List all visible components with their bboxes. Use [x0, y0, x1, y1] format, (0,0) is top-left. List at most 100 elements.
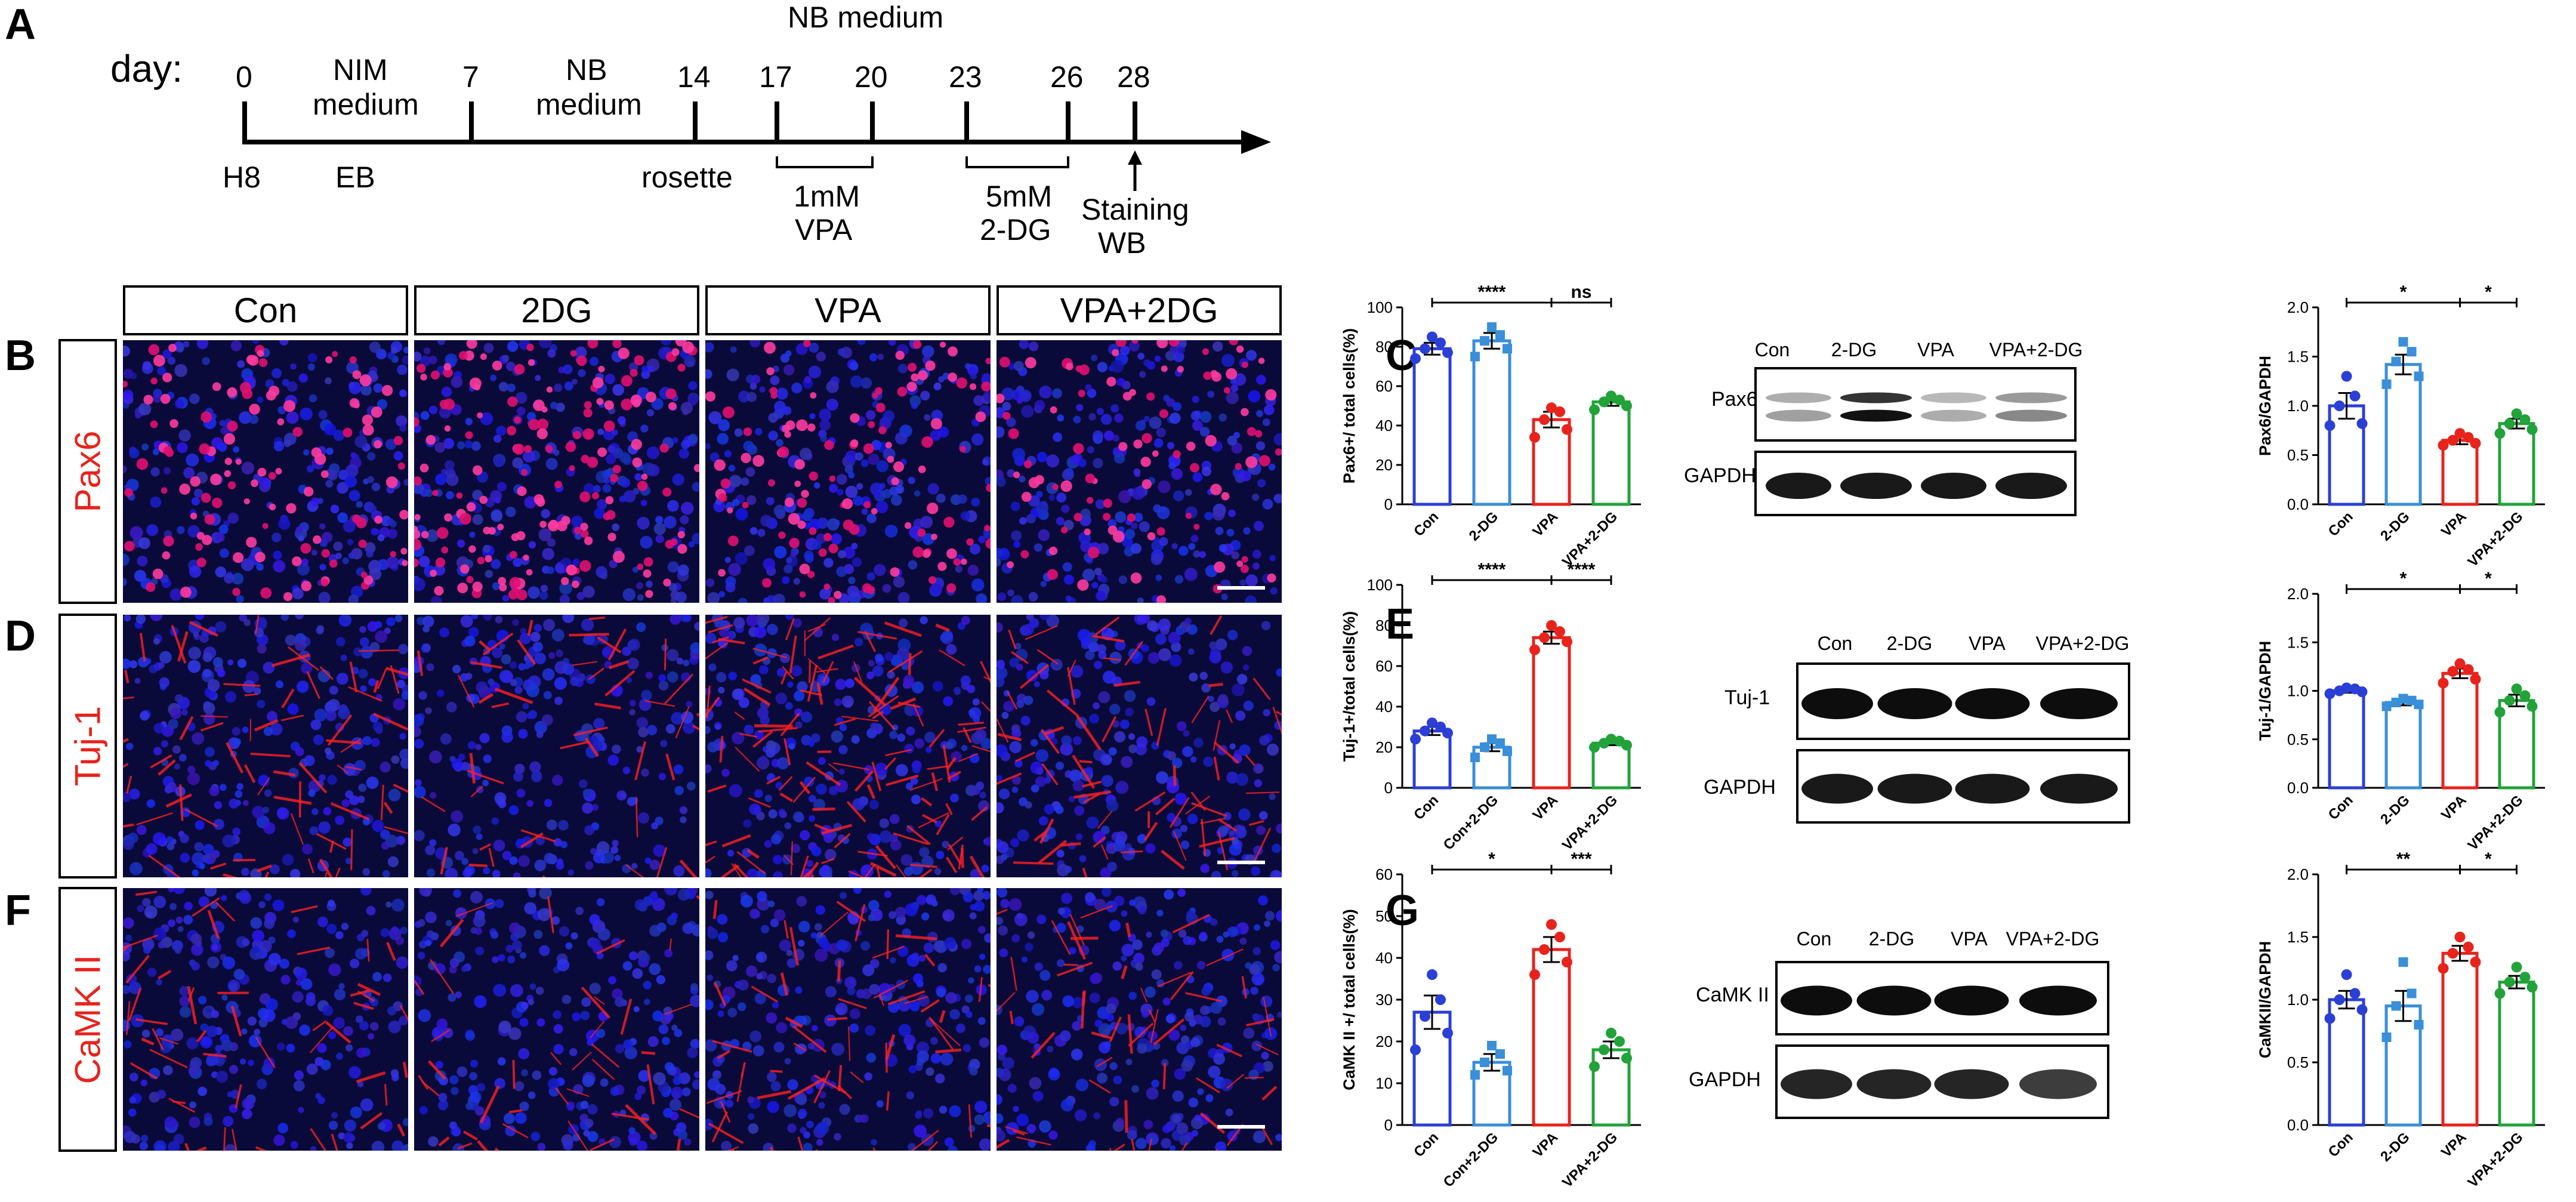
wb-label: WB — [1098, 226, 1146, 260]
y-tick-label: 0.5 — [2287, 1053, 2309, 1071]
data-point — [1427, 717, 1437, 729]
x-tick-label: VPA+2-DG — [1559, 792, 1621, 853]
data-point — [1539, 414, 1550, 426]
data-point — [2526, 701, 2538, 712]
data-point — [2381, 379, 2392, 389]
y-tick-label: 20 — [1375, 738, 1393, 756]
x-tick-label: VPA — [2438, 508, 2470, 540]
x-tick-label: VPA+2-DG — [1559, 1129, 1621, 1191]
dg-dose-line2: 2-DG — [980, 213, 1051, 246]
y-tick-label: 80 — [1375, 617, 1393, 634]
data-point — [1442, 347, 1453, 358]
blot-g-lane-vpa-2dg: VPA+2-DG — [2006, 928, 2100, 950]
chart-e-tuj1-gapdh: 0.0 0.5 1.0 1.5 2.0 Tuj-1/GAPDH Con 2-DG VPAVPA+… — [2256, 569, 2545, 853]
micrograph-pax6-2dg — [414, 340, 699, 603]
data-point — [2511, 683, 2522, 695]
data-point — [1529, 432, 1540, 443]
x-tick-label: Con — [2325, 792, 2356, 823]
data-point — [1503, 1066, 1512, 1075]
y-tick-label: 0 — [1384, 779, 1393, 797]
y-tick-label: 10 — [1375, 1074, 1393, 1092]
chart-b-pax6-percent: 0 20 40 60 80 100 Pax6+/ total cells(%) Con 2-DG… — [1340, 282, 1641, 570]
data-point — [2447, 948, 2458, 959]
day-14: 14 — [677, 60, 711, 94]
data-point — [2407, 988, 2417, 998]
nb-label-line1: NB — [566, 53, 607, 87]
data-point — [1614, 735, 1625, 747]
row-label-camk2: CaMK II — [58, 887, 117, 1152]
data-point — [2504, 695, 2515, 706]
data-point — [1427, 331, 1437, 343]
y-tick-label: 1.0 — [2287, 682, 2309, 700]
data-point — [2324, 420, 2336, 431]
data-point — [2341, 371, 2352, 382]
h8-label: H8 — [223, 161, 261, 194]
y-tick-label: 20 — [1375, 1033, 1393, 1050]
panel-letter-e: E — [1386, 600, 1415, 648]
x-tick-label: Con — [1411, 508, 1442, 540]
data-point — [1420, 343, 1430, 355]
panel-letter-f: F — [5, 887, 31, 935]
significance-label: * — [2485, 569, 2492, 588]
data-point — [2398, 694, 2408, 704]
blot-e-target-label: Tuj-1 — [1724, 686, 1770, 709]
data-point — [2494, 428, 2506, 439]
data-point — [2511, 961, 2522, 973]
y-tick-label: 0.0 — [2287, 495, 2309, 513]
data-point — [2414, 1020, 2424, 1030]
panel-letter-d: D — [5, 612, 36, 660]
data-point — [1487, 1041, 1497, 1050]
panel-letter-b: B — [5, 332, 36, 380]
nim-label-line1: NIM — [333, 53, 388, 87]
y-tick-label: 100 — [1367, 576, 1393, 594]
bar-3 — [1591, 400, 1631, 506]
data-point — [1420, 725, 1430, 736]
data-point — [2324, 1013, 2336, 1024]
data-point — [1495, 1049, 1505, 1059]
y-axis-label: Tuj-1+/total cells(%) — [1340, 611, 1358, 762]
x-tick-label: Con — [2325, 508, 2356, 540]
data-point — [1554, 626, 1565, 637]
data-point — [1599, 396, 1609, 408]
x-tick-label: 2-DG — [1466, 508, 1502, 544]
data-point — [1546, 919, 1557, 930]
data-point — [2324, 688, 2336, 699]
data-point — [1435, 722, 1446, 732]
x-tick-label: VPA — [1530, 508, 1562, 540]
row-label-tuj1: Tuj-1 — [58, 614, 117, 879]
blot-c-lane-vpa-2dg: VPA+2-DG — [1989, 339, 2083, 360]
data-point — [1495, 330, 1505, 340]
day-7: 7 — [462, 60, 479, 94]
micrograph-camk2-vpa — [705, 888, 991, 1151]
y-tick-label: 2.0 — [2287, 585, 2309, 603]
data-point — [2526, 982, 2538, 993]
data-point — [1554, 406, 1565, 417]
data-point — [1562, 957, 1572, 967]
data-point — [2494, 988, 2506, 999]
data-point — [2511, 408, 2522, 420]
data-point — [2454, 428, 2466, 439]
col-header-con: Con — [123, 285, 408, 335]
y-tick-label: 60 — [1375, 657, 1393, 675]
blot-c-target-membrane — [1754, 367, 2077, 442]
data-point — [1442, 1028, 1453, 1038]
data-point — [1480, 336, 1489, 346]
blot-g-lane-vpa: VPA — [1951, 928, 1988, 950]
blot-c-gapdh-label: GAPDH — [1684, 464, 1756, 487]
x-tick-label: Con — [1411, 1129, 1442, 1160]
data-point — [1470, 753, 1480, 762]
y-tick-label: 0 — [1384, 1116, 1393, 1134]
blot-c-lane-2dg: 2-DG — [1831, 339, 1877, 360]
blot-e-gapdh-label: GAPDH — [1704, 776, 1776, 799]
col-header-vpa-2dg: VPA+2DG — [997, 285, 1282, 335]
data-point — [1480, 742, 1489, 752]
significance-label: * — [2485, 282, 2492, 302]
y-tick-label: 60 — [1375, 865, 1393, 883]
micrograph-tuj1-vpa — [705, 615, 991, 877]
y-tick-label: 20 — [1375, 456, 1393, 474]
significance-label: * — [2400, 282, 2407, 302]
data-point — [2519, 414, 2531, 426]
nim-label-line2: medium — [313, 88, 419, 121]
micrograph-tuj1-con — [123, 615, 408, 877]
x-tick-label: 2-DG — [2377, 792, 2413, 828]
